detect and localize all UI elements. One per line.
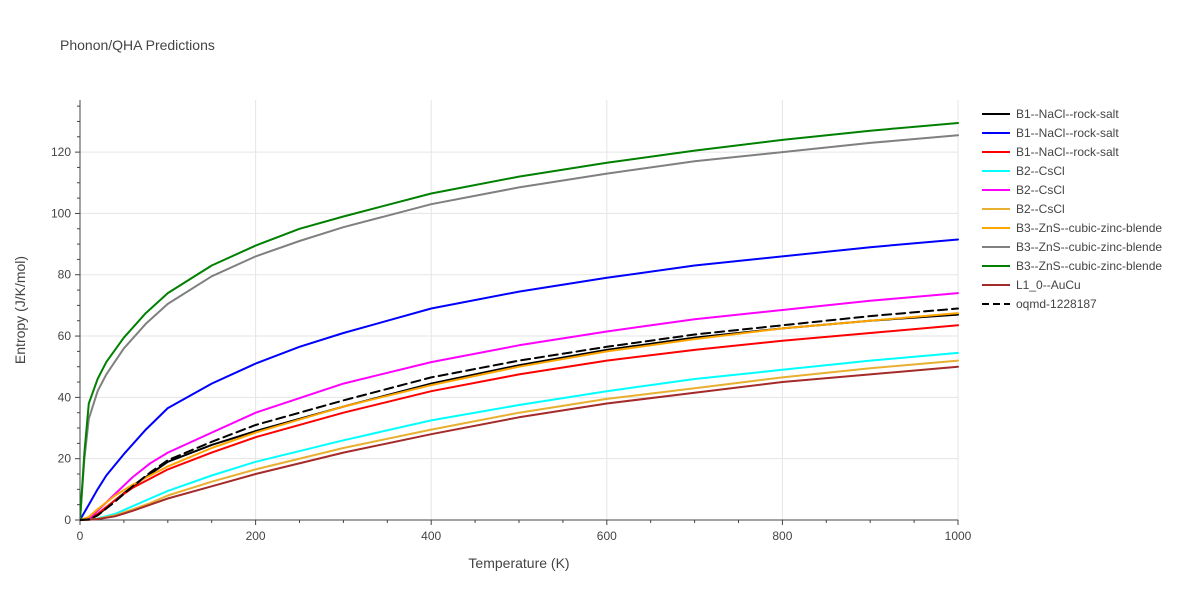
y-tick-label: 100 (51, 206, 71, 220)
legend-label: B3--ZnS--cubic-zinc-blende (1016, 259, 1162, 273)
legend-label: B2--CsCl (1016, 183, 1065, 197)
grid-layer (80, 100, 959, 520)
series-line-4 (80, 351, 959, 521)
legend-item[interactable]: B1--NaCl--rock-salt (982, 126, 1119, 140)
legend-item[interactable]: L1_0--AuCu (982, 278, 1081, 292)
series-line-10 (80, 365, 959, 521)
legend-item[interactable]: oqmd-1228187 (982, 297, 1097, 311)
legend-label: oqmd-1228187 (1016, 297, 1097, 311)
legend-label: B2--CsCl (1016, 164, 1065, 178)
series-line-9 (80, 122, 959, 521)
legend-item[interactable]: B3--ZnS--cubic-zinc-blende (982, 240, 1162, 254)
x-tick-label: 800 (772, 529, 792, 543)
series-line-2 (80, 238, 959, 521)
y-tick-label: 60 (58, 329, 72, 343)
series-layer (80, 122, 959, 521)
y-tick-label: 20 (58, 452, 72, 466)
x-axis-label: Temperature (K) (468, 555, 569, 571)
series-line-3 (80, 324, 959, 521)
series-line-7 (80, 312, 959, 521)
legend-label: B1--NaCl--rock-salt (1016, 145, 1119, 159)
x-tick-label: 600 (597, 529, 617, 543)
x-tick-label: 1000 (945, 529, 972, 543)
y-tick-label: 120 (51, 145, 71, 159)
legend-label: B1--NaCl--rock-salt (1016, 107, 1119, 121)
legend-label: B1--NaCl--rock-salt (1016, 126, 1119, 140)
legend-label: B2--CsCl (1016, 202, 1065, 216)
chart-title: Phonon/QHA Predictions (60, 37, 215, 53)
legend-label: B3--ZnS--cubic-zinc-blende (1016, 221, 1162, 235)
x-tick-label: 200 (246, 529, 266, 543)
legend-item[interactable]: B1--NaCl--rock-salt (982, 145, 1119, 159)
series-line-11 (80, 307, 959, 521)
series-line-8 (80, 134, 959, 521)
legend-item[interactable]: B2--CsCl (982, 183, 1065, 197)
axis-layer: 0 200 400 600 800 1000 0 20 40 60 80 100 120 (51, 100, 972, 543)
y-axis-label: Entropy (J/K/mol) (12, 256, 28, 364)
legend-item[interactable]: B2--CsCl (982, 202, 1065, 216)
y-tick-label: 0 (64, 513, 71, 527)
legend-item[interactable]: B1--NaCl--rock-salt (982, 107, 1119, 121)
legend[interactable]: B1--NaCl--rock-salt B1--NaCl--rock-salt B1… (982, 107, 1162, 311)
legend-item[interactable]: B3--ZnS--cubic-zinc-blende (982, 259, 1162, 273)
legend-item[interactable]: B3--ZnS--cubic-zinc-blende (982, 221, 1162, 235)
legend-label: B3--ZnS--cubic-zinc-blende (1016, 240, 1162, 254)
y-tick-label: 80 (58, 268, 72, 282)
legend-label: L1_0--AuCu (1016, 278, 1081, 292)
y-tick-label: 40 (58, 390, 72, 404)
legend-item[interactable]: B2--CsCl (982, 164, 1065, 178)
x-tick-label: 0 (77, 529, 84, 543)
x-tick-label: 400 (421, 529, 441, 543)
